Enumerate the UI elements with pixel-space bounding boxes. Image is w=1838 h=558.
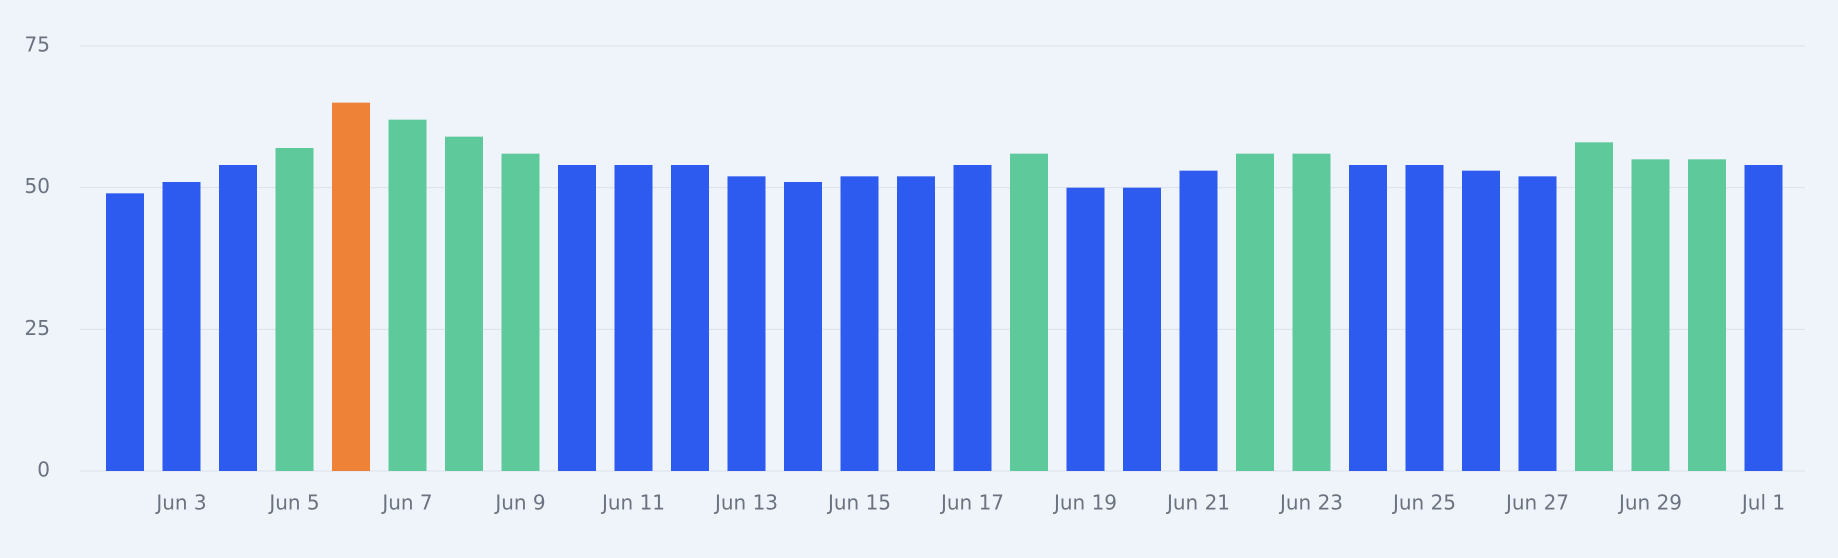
- x-tick-label: Jun 11: [600, 491, 665, 515]
- bar: [1405, 165, 1444, 471]
- bar: [1010, 153, 1048, 471]
- bar: [1744, 165, 1783, 471]
- y-tick-label: 25: [25, 316, 50, 340]
- bar: [1349, 165, 1387, 471]
- x-tick-label: Jun 19: [1052, 491, 1117, 515]
- bar: [1462, 170, 1500, 471]
- bar: [275, 148, 314, 471]
- x-tick-label: Jun 7: [380, 491, 432, 515]
- bar: [727, 176, 766, 472]
- bar: [784, 182, 822, 471]
- bar: [1179, 170, 1218, 471]
- x-tick-label: Jun 15: [826, 491, 891, 515]
- bar: [1292, 153, 1331, 471]
- bar: [445, 136, 483, 471]
- bar: [332, 102, 370, 472]
- x-tick-label: Jun 13: [713, 491, 778, 515]
- bar: [614, 165, 653, 471]
- bar: [558, 165, 596, 471]
- bar: [106, 193, 144, 472]
- bar: [162, 182, 201, 471]
- x-tick-label: Jun 17: [939, 491, 1004, 515]
- bar: [1688, 159, 1726, 472]
- x-tick-label: Jul 1: [1740, 491, 1785, 515]
- bar: [1066, 187, 1105, 471]
- bar: [1123, 187, 1161, 471]
- bar: [1575, 142, 1613, 472]
- x-tick-label: Jun 3: [154, 491, 206, 515]
- bar: [953, 165, 992, 471]
- bar: [1518, 176, 1557, 472]
- x-tick-label: Jun 5: [267, 491, 319, 515]
- x-tick-label: Jun 23: [1278, 491, 1343, 515]
- x-tick-label: Jun 21: [1165, 491, 1230, 515]
- y-tick-label: 0: [37, 458, 50, 482]
- x-tick-label: Jun 29: [1617, 491, 1682, 515]
- bar: [388, 119, 427, 472]
- x-tick-label: Jun 25: [1391, 491, 1456, 515]
- x-tick-label: Jun 9: [493, 491, 545, 515]
- bar: [840, 176, 879, 472]
- y-tick-label: 50: [25, 174, 50, 198]
- bar: [897, 176, 935, 472]
- bar: [219, 165, 257, 471]
- bar: [671, 165, 709, 471]
- bar: [1631, 159, 1670, 472]
- x-tick-label: Jun 27: [1504, 491, 1569, 515]
- bar: [1236, 153, 1274, 471]
- bar: [501, 153, 540, 471]
- y-tick-label: 75: [25, 33, 50, 57]
